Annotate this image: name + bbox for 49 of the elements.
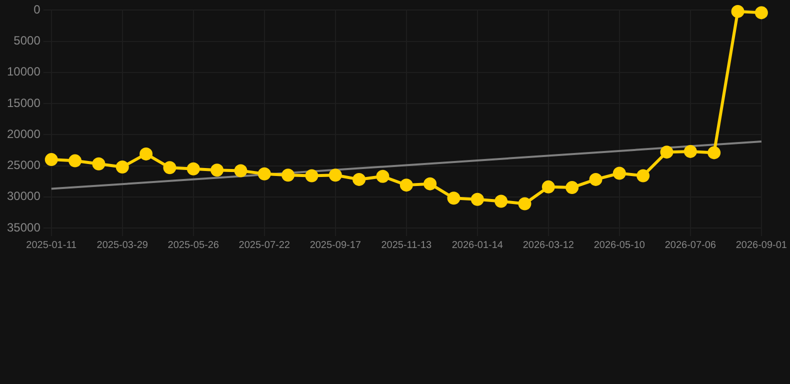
x-tick-label: 2025-11-13 [381, 240, 432, 251]
y-tick-label: 5000 [14, 34, 41, 48]
y-tick-label: 25000 [6, 158, 41, 172]
point [68, 154, 82, 168]
point [400, 178, 413, 192]
x-tick-label: 2025-03-29 [96, 240, 148, 251]
point [376, 170, 390, 183]
x-tick-label: 2025-05-26 [168, 240, 220, 251]
point [660, 146, 674, 159]
point [234, 164, 248, 178]
point [754, 6, 768, 20]
x-tick-label: 2025-01-11 [26, 240, 78, 251]
point [186, 162, 200, 176]
point [589, 172, 602, 186]
point [470, 192, 484, 206]
y-tick-label: 35000 [6, 220, 41, 234]
point [684, 144, 697, 158]
y-tick-label: 10000 [6, 64, 41, 79]
point [116, 160, 129, 174]
point [328, 168, 342, 182]
point [636, 169, 650, 182]
point [731, 4, 744, 18]
point [352, 172, 366, 186]
y-tick-label: 30000 [6, 189, 41, 204]
x-tick-label: 2026-05-10 [594, 240, 646, 251]
point [566, 181, 579, 194]
point [424, 177, 437, 190]
point [210, 164, 224, 177]
point [708, 146, 721, 160]
point [258, 167, 271, 180]
point [140, 147, 153, 160]
point [163, 161, 176, 174]
x-tick-label: 2026-01-14 [452, 240, 504, 251]
x-tick-label: 2026-09-01 [736, 240, 788, 251]
y-tick-label: 15000 [6, 96, 41, 110]
x-tick-label: 2025-09-17 [310, 240, 362, 251]
x-tick-label: 2026-03-12 [522, 240, 574, 251]
x-tick-label: 2025-07-22 [238, 240, 290, 251]
point [447, 192, 460, 205]
point [282, 168, 295, 182]
y-tick-label: 0 [34, 2, 41, 17]
point [542, 180, 555, 194]
point [518, 197, 532, 210]
point [305, 169, 318, 182]
point [92, 157, 106, 170]
x-tick-label: 2026-07-06 [664, 240, 716, 251]
point [612, 166, 626, 180]
y-tick-label: 20000 [6, 126, 41, 141]
point [494, 194, 508, 208]
